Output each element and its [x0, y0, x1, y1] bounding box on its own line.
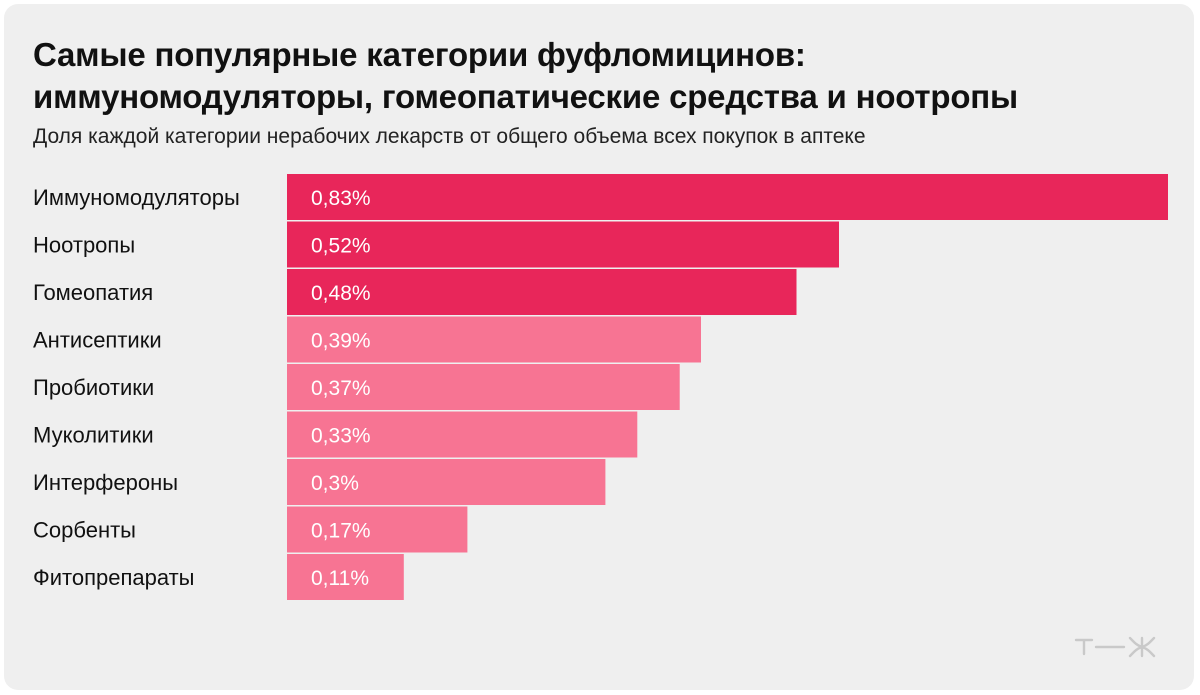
bar-8	[287, 506, 468, 553]
category-label: Иммуномодуляторы	[33, 185, 240, 210]
category-label: Гомеопатия	[33, 280, 153, 305]
value-label: 0,11%	[311, 567, 369, 590]
bar-chart: Иммуномодуляторы 0,83% Ноотропы 0,52% Гомеоп…	[33, 174, 1168, 600]
category-label: Фитопрепараты	[33, 565, 195, 590]
tzh-logo-icon	[1074, 636, 1156, 658]
title-line-2: иммуномодуляторы, гомеопатические средст…	[33, 78, 1019, 115]
value-label: 0,37%	[311, 377, 371, 400]
chart-card: Самые популярные категории фуфломицинов:…	[4, 4, 1194, 690]
bar-2	[287, 221, 839, 268]
category-label: Ноотропы	[33, 233, 135, 258]
value-label: 0,39%	[311, 330, 371, 353]
category-label: Пробиотики	[33, 375, 154, 400]
bar-7	[287, 459, 606, 505]
value-label: 0,33%	[311, 425, 371, 448]
category-label: Муколитики	[33, 423, 154, 448]
value-label: 0,3%	[311, 472, 359, 495]
title-line-1: Самые популярные категории фуфломицинов:	[33, 36, 806, 73]
value-label: 0,52%	[311, 235, 371, 258]
value-label: 0,83%	[311, 187, 371, 210]
chart-subtitle: Доля каждой категории нерабочих лекарств…	[33, 125, 866, 148]
bar-1	[287, 174, 1168, 220]
bar-3	[287, 269, 797, 315]
category-label: Сорбенты	[33, 518, 136, 543]
category-label: Интерфероны	[33, 470, 178, 495]
value-label: 0,17%	[311, 520, 371, 543]
chart-title: Самые популярные категории фуфломицинов:…	[33, 34, 1163, 118]
category-label: Антисептики	[33, 328, 162, 353]
bar-4	[287, 316, 701, 363]
bar-5	[287, 364, 680, 410]
bar-6	[287, 411, 638, 458]
value-label: 0,48%	[311, 282, 371, 305]
bar-9	[287, 554, 404, 600]
